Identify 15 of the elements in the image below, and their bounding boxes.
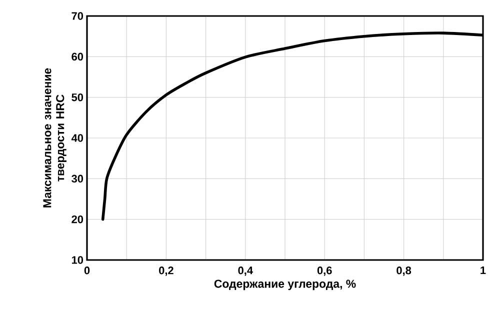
y-tick-label: 60	[72, 52, 84, 61]
x-tick-label: 0,2	[159, 266, 174, 276]
x-axis-title: Содержание углерода, %	[214, 280, 356, 290]
y-axis-title: Максимальное значение твердости HRC	[43, 68, 66, 208]
y-tick-label: 10	[72, 256, 84, 264]
y-tick-label: 50	[72, 93, 84, 102]
y-tick-label: 70	[72, 12, 84, 20]
y-tick-label: 40	[71, 134, 84, 142]
x-tick-label: 0,8	[396, 266, 412, 276]
x-tick-label: 0	[84, 266, 90, 274]
x-tick-label: 0,6	[317, 266, 332, 276]
x-tick-label: 0,4	[238, 266, 253, 276]
y-tick-label: 30	[72, 174, 84, 183]
y-tick-label: 20	[72, 215, 84, 224]
x-tick-label: 1	[480, 266, 486, 274]
